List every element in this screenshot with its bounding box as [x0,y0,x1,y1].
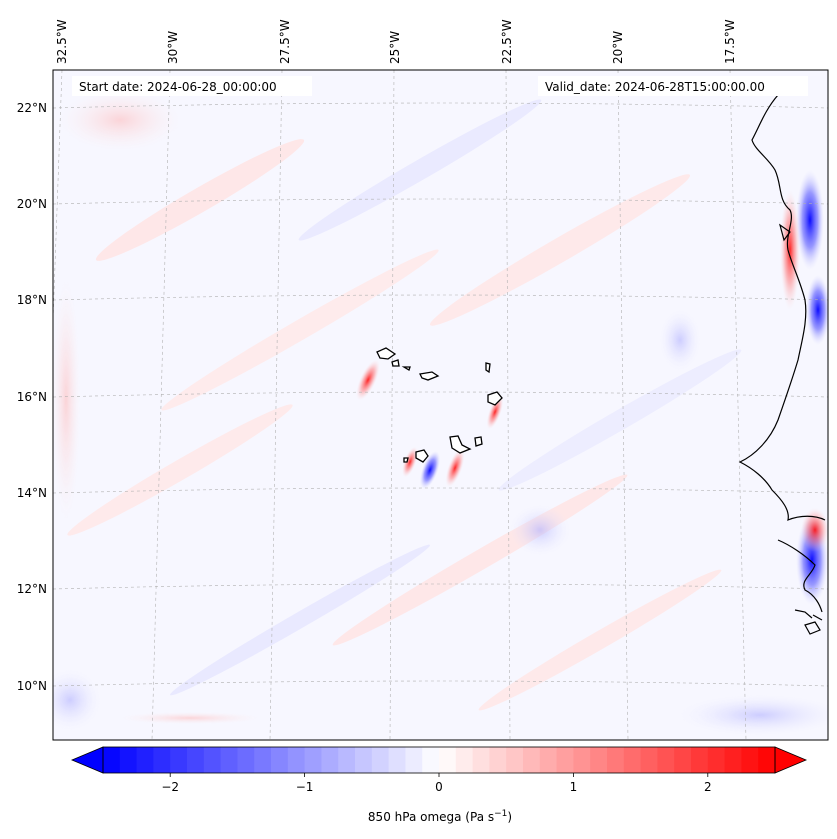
colorbar-ticks: −2 −1 0 1 2 [161,773,712,794]
colorbar-cell [321,747,339,773]
header-dates: Start date: 2024-06-28_00:00:00 Valid_da… [72,76,808,96]
colorbar-cell [657,747,675,773]
colorbar-cell [758,747,776,773]
lon-label: 32.5°W [55,19,69,64]
colorbar-cell [355,747,373,773]
colorbar-tick-label: −1 [296,780,314,794]
colorbar-cell [287,747,306,773]
longitude-labels: 32.5°W 30°W 27.5°W 25°W 22.5°W 20°W 17.5… [55,19,737,64]
colorbar-cell [371,747,390,773]
colorbar: −2 −1 0 1 2 850 hPa omega (Pa s−1) [70,746,808,824]
colorbar-cell [119,747,138,773]
colorbar-extend-min [70,746,104,774]
lon-label: 25°W [388,31,402,64]
colorbar-cell [691,747,709,773]
colorbar-cell [523,747,541,773]
colorbar-cell [220,747,238,773]
lat-label: 16°N [17,390,47,404]
omega-field [53,70,828,740]
colorbar-cell [455,747,474,773]
colorbar-cell [405,747,423,773]
lon-label: 30°W [166,31,180,64]
lon-label: 20°W [611,31,625,64]
colorbar-cell [674,747,692,773]
colorbar-tick-label: 1 [570,780,578,794]
colorbar-tick-label: −2 [161,780,179,794]
colorbar-cell [472,747,490,773]
colorbar-cell [724,747,742,773]
colorbar-cell [170,747,188,773]
colorbar-cell [187,747,205,773]
colorbar-cell [506,747,524,773]
lat-label: 12°N [17,582,47,596]
colorbar-extend-max [774,746,808,774]
coastline [738,94,826,635]
colorbar-cell [304,747,322,773]
colorbar-cell [707,747,726,773]
lon-label: 17.5°W [723,19,737,64]
colorbar-cell [237,747,255,773]
colorbar-cell [388,747,406,773]
colorbar-cell [136,747,154,773]
colorbar-cell [607,747,625,773]
lat-label: 10°N [17,679,47,693]
colorbar-cell [573,747,591,773]
lat-label: 18°N [17,293,47,307]
lon-label: 22.5°W [500,19,514,64]
islands [376,347,503,463]
colorbar-cell [623,747,642,773]
map-frame [52,69,829,741]
colorbar-cell [741,747,759,773]
colorbar-cell [539,747,558,773]
latitude-labels: 22°N 20°N 18°N 16°N 14°N 12°N 10°N [17,101,47,693]
colorbar-tick-label: 2 [704,780,712,794]
colorbar-cell [556,747,574,773]
colorbar-cell [338,747,356,773]
colorbar-cell [439,747,457,773]
lat-label: 14°N [17,486,47,500]
colorbar-cell [254,747,272,773]
colorbar-cell [271,747,289,773]
colorbar-cell [153,747,171,773]
valid-date-label: Valid_date: 2024-06-28T15:00:00.00 [545,80,765,94]
gridlines [53,70,828,740]
colorbar-label: 850 hPa omega (Pa s−1) [368,809,512,824]
colorbar-cell [422,747,440,773]
colorbar-cells [103,747,776,773]
colorbar-tick-label: 0 [435,780,443,794]
start-date-label: Start date: 2024-06-28_00:00:00 [79,80,277,94]
lat-label: 20°N [17,197,47,211]
lon-label: 27.5°W [278,19,292,64]
colorbar-cell [103,747,121,773]
colorbar-cell [590,747,608,773]
colorbar-cell [203,747,222,773]
lat-label: 22°N [17,101,47,115]
colorbar-cell [489,747,507,773]
colorbar-cell [640,747,658,773]
